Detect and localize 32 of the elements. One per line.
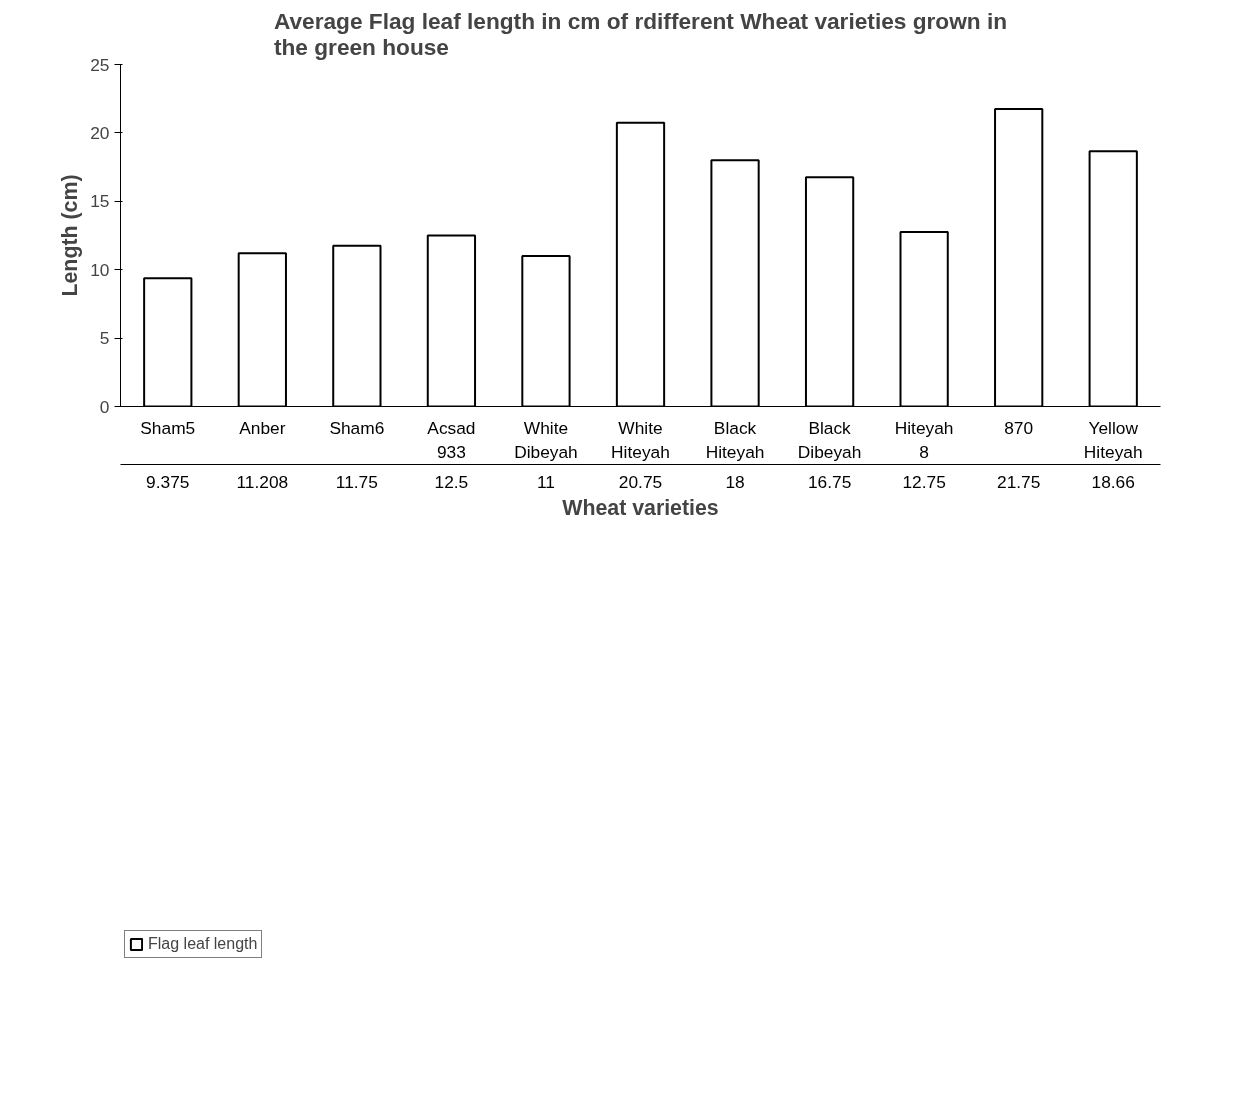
y-tick-label: 15 — [90, 191, 110, 212]
y-tick-label: 20 — [90, 122, 110, 143]
data-label: 11.75 — [335, 471, 378, 492]
data-label: 9.375 — [146, 471, 190, 492]
x-tick-label: Anber — [239, 417, 286, 438]
data-label: 16.75 — [807, 471, 852, 492]
data-label: 11 — [536, 471, 555, 492]
data-label: 11.208 — [236, 471, 289, 492]
data-label: 12.75 — [902, 471, 946, 492]
chart-title: Average Flag leaf length in cm of rdifferent Wheat varieties grown in the green house — [273, 7, 1008, 60]
data-label: 18 — [725, 471, 745, 492]
x-tick-label: Sham5 — [140, 417, 196, 438]
y-tick-label: 25 — [90, 54, 110, 75]
x-tick-label: Hiteyah 8 — [894, 417, 954, 462]
data-label: 21.75 — [997, 471, 1041, 492]
x-tick-label: Sham6 — [329, 417, 385, 438]
y-tick-label: 5 — [99, 328, 110, 349]
x-tick-label: Black Hiteyah — [705, 417, 765, 462]
y-tick-label: 10 — [90, 259, 110, 280]
data-label: 12.5 — [434, 471, 469, 492]
x-tick-label: Black Dibeyah — [797, 417, 862, 462]
x-tick-label: Acsad 933 — [427, 417, 476, 462]
y-axis-title: Length (cm) — [58, 174, 83, 297]
x-tick-label: White Dibeyah — [514, 417, 578, 462]
data-label: 18.66 — [1091, 471, 1135, 492]
x-tick-label: 870 — [1004, 417, 1034, 438]
x-tick-label: Yellow Hiteyah — [1083, 417, 1143, 462]
data-label: 20.75 — [618, 471, 663, 492]
x-axis-title: Wheat varieties — [562, 495, 719, 520]
legend-label: Flag leaf length — [148, 935, 258, 954]
x-tick-label: White Hiteyah — [611, 417, 670, 462]
y-tick-label: 0 — [99, 396, 110, 417]
